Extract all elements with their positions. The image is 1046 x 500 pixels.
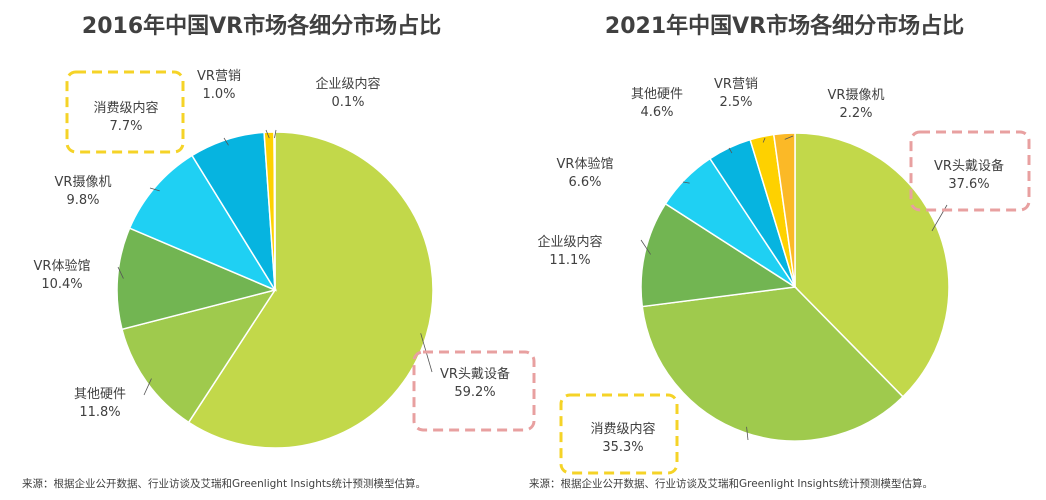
slice-value-2016-enterprise-content: 0.1%	[331, 95, 364, 110]
pie-slice-2016-enterprise-content	[273, 131, 276, 291]
chart-title-2016: 2016年中国VR市场各细分市场占比	[81, 14, 442, 39]
slice-label-2021-other-hardware: 其他硬件	[631, 87, 683, 102]
slice-label-2021-vr-marketing: VR营销	[714, 77, 758, 92]
leader-line-2016-enterprise-content	[274, 129, 277, 139]
slice-label-2016-vr-camera: VR摄像机	[55, 175, 112, 190]
slice-label-2016-vr-marketing: VR营销	[197, 69, 241, 84]
slice-value-2021-vr-camera: 2.2%	[839, 106, 872, 121]
slice-value-2016-vr-marketing: 1.0%	[202, 87, 235, 102]
leader-line-2021-vr-arcade	[682, 181, 690, 184]
leader-line-2021-vr-marketing	[762, 137, 766, 143]
slice-label-2016-vr-headset: VR头戴设备	[440, 366, 510, 382]
slice-value-2016-vr-arcade: 10.4%	[41, 277, 82, 292]
slice-value-2016-other-hardware: 11.8%	[79, 405, 120, 420]
pie-slice-2021-vr-camera	[772, 132, 796, 288]
pie-slice-2021-consumer-content	[641, 286, 905, 442]
slice-value-2021-enterprise-content: 11.1%	[549, 253, 590, 268]
pie-slice-2021-enterprise-content	[640, 202, 798, 308]
leader-line-2016-consumer-content	[223, 137, 229, 146]
slice-label-2021-consumer-content: 消费级内容	[590, 421, 655, 437]
slice-value-2016-consumer-content: 7.7%	[109, 119, 142, 134]
slice-label-2021-vr-arcade: VR体验馆	[557, 156, 614, 172]
slice-value-2016-vr-headset: 59.2%	[454, 385, 495, 400]
highlight-box-2016-consumer-content	[65, 70, 185, 154]
highlight-box-2021-consumer-content	[559, 393, 679, 475]
pie-chart-2021: VR头戴设备 37.6% 消费级内容 35.3% 企业级内容 11.1% VR体验馆 6.6%…	[537, 77, 1031, 475]
slice-label-2021-vr-camera: VR摄像机	[828, 88, 885, 103]
slice-value-2021-vr-headset: 37.6%	[948, 177, 989, 192]
chart-2021-panel: 2021年中国VR市场各细分市场占比 VR头戴设备 37.6% 消费级内容 35.3%…	[523, 0, 1046, 500]
slice-label-2016-other-hardware: 其他硬件	[74, 387, 126, 402]
leader-line-2016-vr-arcade	[117, 266, 124, 279]
slice-value-2021-consumer-content: 35.3%	[602, 440, 643, 455]
slice-value-2021-vr-marketing: 2.5%	[719, 95, 752, 110]
pie-slice-2016-vr-camera	[128, 154, 277, 292]
slice-label-2016-vr-arcade: VR体验馆	[34, 258, 91, 274]
leader-line-2021-consumer-content	[746, 426, 749, 441]
leader-line-2021-vr-camera	[784, 135, 794, 140]
leader-line-2021-other-hardware	[728, 147, 733, 154]
chart-2016-panel: 2016年中国VR市场各细分市场占比 VR头戴设备 59.2% 其他硬件 11.8% V…	[22, 14, 536, 490]
slice-label-2021-vr-headset: VR头戴设备	[934, 158, 1004, 174]
chart-title-2021: 2021年中国VR市场各细分市场占比	[604, 14, 965, 39]
pie-slice-2016-vr-arcade	[116, 227, 278, 331]
pie-slice-2016-other-hardware	[121, 288, 277, 424]
highlight-box-2016-vr-headset	[412, 350, 536, 432]
highlight-box-2021-vr-headset	[909, 130, 1031, 212]
slice-label-2016-consumer-content: 消费级内容	[93, 100, 158, 116]
source-note-2021: 来源：根据企业公开数据、行业访谈及艾瑞和Greenlight Insights统…	[529, 478, 933, 490]
slice-value-2021-other-hardware: 4.6%	[640, 105, 673, 120]
leader-line-2016-other-hardware	[143, 378, 152, 396]
slice-value-2016-vr-camera: 9.8%	[66, 193, 99, 208]
leader-line-2016-vr-marketing	[265, 129, 270, 139]
leader-line-2016-vr-camera	[149, 187, 160, 192]
slice-label-2016-enterprise-content: 企业级内容	[315, 76, 380, 92]
source-note-2016: 来源：根据企业公开数据、行业访谈及艾瑞和Greenlight Insights统…	[22, 478, 426, 490]
pie-chart-2016: VR头戴设备 59.2% 其他硬件 11.8% VR体验馆 10.4% VR摄像机 9.8% 消…	[34, 69, 536, 449]
slice-label-2021-enterprise-content: 企业级内容	[537, 234, 602, 250]
leader-line-2021-enterprise-content	[640, 239, 651, 255]
pie-slice-2016-vr-headset	[187, 131, 434, 449]
slice-value-2021-vr-arcade: 6.6%	[568, 175, 601, 190]
